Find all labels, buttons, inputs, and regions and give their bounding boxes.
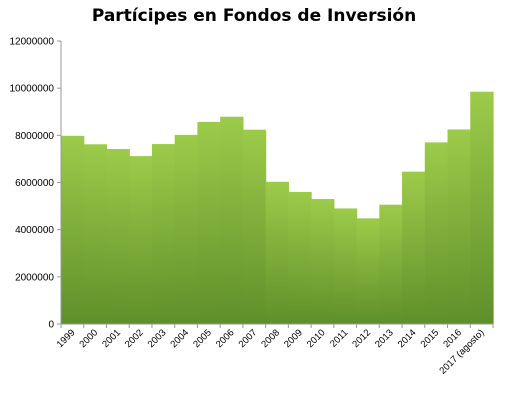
y-tick-label: 8000000 <box>15 131 54 142</box>
x-tick-label: 2001 <box>100 327 123 350</box>
data-step-1999 <box>61 135 85 324</box>
x-tick-label: 2014 <box>396 327 419 350</box>
data-step-2011 <box>333 208 358 324</box>
data-step-2015 <box>424 142 449 324</box>
y-tick-label: 12000000 <box>10 37 55 48</box>
x-tick-label: 2009 <box>282 327 305 350</box>
x-tick-label: 2011 <box>328 327 350 349</box>
x-tick-label: 2004 <box>168 327 191 350</box>
data-step-2000 <box>83 144 108 324</box>
y-tick-label: 6000000 <box>15 178 54 189</box>
y-tick-label: 2000000 <box>15 272 54 283</box>
data-step-2013 <box>379 204 403 324</box>
x-tick-label: 1999 <box>55 327 78 350</box>
data-step-2017-agosto- <box>470 91 494 325</box>
chart-title: Partícipes en Fondos de Inversión <box>91 6 417 26</box>
x-tick-label: 2000 <box>77 327 100 350</box>
data-step-2004 <box>174 134 199 324</box>
x-tick-label: 2015 <box>419 327 442 350</box>
data-step-2012 <box>356 218 380 324</box>
x-tick-label: 2003 <box>146 327 169 350</box>
data-step-2003 <box>151 144 176 324</box>
data-step-2009 <box>288 191 312 324</box>
data-step-2016 <box>447 129 471 324</box>
data-step-2001 <box>106 149 130 324</box>
series-steps <box>61 91 494 325</box>
x-tick-label: 2008 <box>259 327 282 350</box>
x-tick-label: 2007 <box>237 327 260 350</box>
data-step-2014 <box>402 171 426 324</box>
data-step-2010 <box>311 199 335 324</box>
data-step-2002 <box>129 156 153 324</box>
x-tick-label: 2005 <box>191 327 214 350</box>
data-step-2006 <box>220 116 244 324</box>
data-step-2005 <box>197 121 221 324</box>
x-tick-label: 2013 <box>373 327 396 350</box>
x-tick-label: 2006 <box>214 327 237 350</box>
data-step-2007 <box>242 129 267 324</box>
y-tick-label: 0 <box>48 320 54 331</box>
y-tick-label: 10000000 <box>10 84 55 95</box>
data-step-2008 <box>265 181 289 324</box>
x-tick-label: 2010 <box>305 327 328 350</box>
x-tick-label: 2012 <box>350 327 373 350</box>
x-tick-label: 2002 <box>123 327 146 350</box>
y-axis: 0 2000000 4000000 6000000 8000000 10000000 120… <box>10 37 62 331</box>
x-axis: 1999 2000 2001 2002 2003 2004 2005 2006 2007 2008… <box>55 323 494 377</box>
y-tick-label: 4000000 <box>15 225 54 236</box>
